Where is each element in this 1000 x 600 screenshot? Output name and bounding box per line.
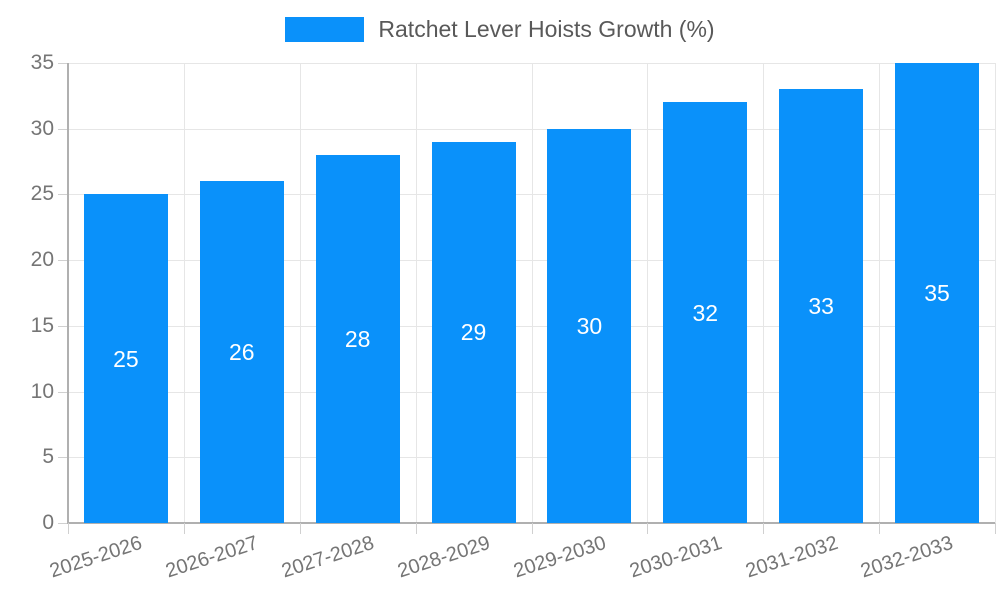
x-axis-tick-label: 2028-2029 [394, 531, 493, 583]
y-axis-tick-label: 25 [30, 182, 54, 206]
y-axis-tick [58, 325, 67, 327]
x-axis-tick [647, 523, 649, 534]
y-axis-tick-label: 30 [30, 116, 54, 140]
bar[interactable] [895, 63, 980, 523]
bar-value-label: 26 [229, 339, 255, 366]
bar[interactable] [315, 155, 400, 523]
gridline-vertical [531, 63, 533, 523]
x-axis-tick-label: 2027-2028 [279, 531, 377, 583]
gridline-vertical [647, 63, 649, 523]
legend-swatch [285, 17, 365, 42]
x-axis-tick [299, 523, 301, 534]
y-axis-tick [58, 194, 67, 196]
x-axis-tick [531, 523, 533, 534]
x-axis-tick [995, 523, 996, 534]
gridline-vertical [415, 63, 417, 523]
y-axis-tick-label: 10 [30, 379, 54, 403]
x-axis-tick-label: 2026-2027 [163, 531, 261, 583]
x-axis-line [67, 522, 995, 524]
legend-label: Ratchet Lever Hoists Growth (%) [378, 16, 715, 42]
y-axis-tick-label: 15 [30, 313, 54, 337]
bar-value-label: 33 [808, 293, 834, 320]
y-axis-tick [58, 128, 67, 130]
bar[interactable] [431, 141, 516, 523]
bar-value-label: 25 [113, 345, 139, 372]
y-axis-tick [58, 523, 67, 524]
x-axis-tick-label: 2029-2030 [510, 531, 609, 583]
x-axis-tick-label: 2025-2026 [47, 531, 146, 583]
bar-value-label: 28 [344, 326, 371, 352]
x-axis-tick [183, 523, 185, 534]
x-axis-tick [763, 523, 765, 534]
gridline-vertical [183, 63, 185, 523]
x-axis-tick [879, 523, 881, 534]
x-axis-tick [415, 523, 417, 534]
x-axis-tick-label: 2031-2032 [742, 531, 841, 583]
bar[interactable] [199, 181, 284, 523]
y-axis-tick-label: 20 [30, 248, 54, 272]
y-axis-tick [58, 457, 67, 459]
y-axis-tick-label: 35 [30, 51, 54, 74]
x-axis-tick-label: 2032-2033 [858, 531, 957, 583]
y-axis-tick [58, 391, 67, 393]
bar[interactable] [779, 89, 864, 523]
bar[interactable] [547, 128, 632, 523]
gridline-vertical [879, 63, 881, 523]
x-axis-tick-label: 2030-2031 [626, 531, 725, 583]
y-axis-tick [58, 260, 67, 262]
y-axis-line [67, 63, 69, 523]
legend[interactable]: Ratchet Lever Hoists Growth (%) [0, 17, 1000, 42]
gridline-vertical [995, 63, 996, 523]
y-axis-tick-label: 0 [42, 511, 54, 534]
bar-value-label: 32 [692, 299, 719, 326]
bar[interactable] [83, 194, 168, 523]
gridline-vertical [763, 63, 765, 523]
bar-value-label: 30 [576, 312, 603, 339]
bar[interactable] [663, 102, 748, 523]
y-axis-tick-label: 5 [42, 445, 54, 469]
bar-value-label: 35 [924, 280, 950, 306]
gridline-vertical [299, 63, 301, 523]
y-axis-tick [58, 63, 67, 64]
bar-value-label: 29 [460, 319, 487, 346]
x-axis-tick [68, 523, 69, 534]
